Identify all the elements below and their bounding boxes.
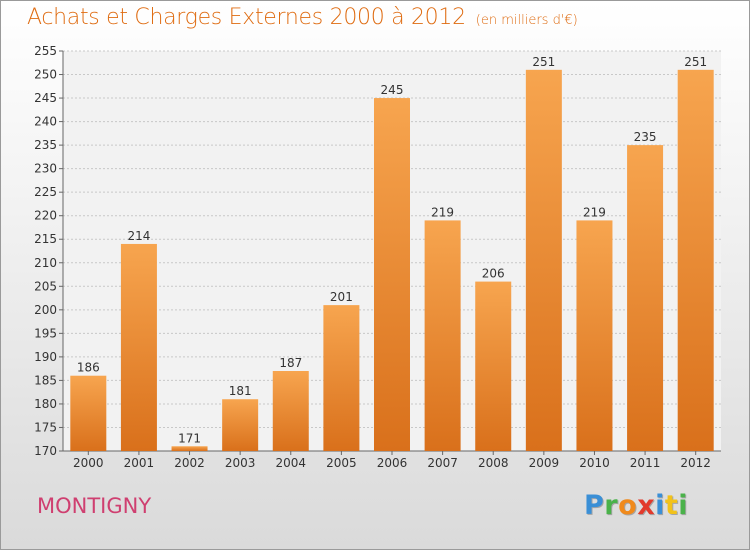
bar-value-label: 201 bbox=[330, 290, 353, 304]
y-tick-label: 235 bbox=[34, 138, 57, 152]
chart-title: Achats et Charges Externes 2000 à 2012 (e… bbox=[27, 5, 578, 30]
x-tick-label: 2012 bbox=[680, 456, 711, 470]
bar bbox=[171, 446, 208, 451]
y-tick-label: 230 bbox=[34, 162, 57, 176]
y-tick-label: 195 bbox=[34, 326, 57, 340]
logo-letter: t bbox=[664, 490, 679, 521]
bar-value-label: 171 bbox=[178, 431, 201, 445]
x-tick-label: 2008 bbox=[478, 456, 509, 470]
bar-value-label: 251 bbox=[532, 55, 555, 69]
logo-letter: i bbox=[678, 490, 689, 521]
logo-letter: i bbox=[655, 490, 665, 521]
x-tick-label: 2007 bbox=[427, 456, 458, 470]
bar bbox=[374, 98, 410, 451]
town-name: MONTIGNY bbox=[37, 494, 152, 518]
bar bbox=[424, 220, 461, 451]
bar-value-label: 235 bbox=[634, 130, 657, 144]
bar-value-label: 251 bbox=[684, 55, 707, 69]
bar-value-label: 206 bbox=[482, 267, 505, 281]
y-tick-label: 250 bbox=[34, 68, 57, 82]
x-tick-label: 2001 bbox=[124, 456, 155, 470]
y-tick-label: 205 bbox=[34, 279, 57, 293]
y-tick-label: 180 bbox=[34, 397, 57, 411]
x-tick-label: 2002 bbox=[174, 456, 205, 470]
chart-unit-label: (en milliers d'€) bbox=[475, 13, 578, 28]
bar bbox=[475, 281, 512, 451]
y-tick-label: 185 bbox=[34, 373, 57, 387]
bar-value-label: 245 bbox=[381, 83, 404, 97]
bar bbox=[627, 145, 664, 451]
proxiti-logo: Proxiti bbox=[584, 490, 688, 521]
y-tick-label: 210 bbox=[34, 256, 57, 270]
y-tick-label: 245 bbox=[34, 91, 57, 105]
x-tick-label: 2011 bbox=[630, 456, 661, 470]
x-tick-label: 2009 bbox=[529, 456, 560, 470]
x-tick-label: 2000 bbox=[73, 456, 104, 470]
bar bbox=[576, 220, 613, 451]
y-tick-label: 255 bbox=[34, 44, 57, 58]
y-tick-label: 240 bbox=[34, 115, 57, 129]
bar bbox=[525, 69, 562, 451]
y-tick-label: 200 bbox=[34, 303, 57, 317]
x-tick-label: 2005 bbox=[326, 456, 357, 470]
bar-value-label: 219 bbox=[583, 205, 606, 219]
x-tick-label: 2006 bbox=[377, 456, 408, 470]
logo-letter: x bbox=[637, 490, 656, 521]
bar bbox=[323, 305, 360, 451]
logo-letter: P bbox=[584, 490, 605, 521]
x-tick-label: 2003 bbox=[225, 456, 256, 470]
bar bbox=[70, 375, 107, 451]
y-tick-label: 170 bbox=[34, 444, 57, 458]
bar bbox=[222, 399, 259, 451]
y-tick-label: 225 bbox=[34, 185, 57, 199]
chart-title-text: Achats et Charges Externes 2000 à 2012 bbox=[27, 5, 466, 30]
bar bbox=[677, 69, 714, 451]
bar bbox=[120, 243, 157, 451]
y-tick-label: 175 bbox=[34, 420, 57, 434]
bar-value-label: 219 bbox=[431, 205, 454, 219]
bar-value-label: 181 bbox=[229, 384, 252, 398]
y-tick-label: 215 bbox=[34, 232, 57, 246]
x-tick-label: 2010 bbox=[579, 456, 610, 470]
y-tick-label: 190 bbox=[34, 350, 57, 364]
bar-value-label: 187 bbox=[279, 356, 302, 370]
x-tick-label: 2004 bbox=[275, 456, 306, 470]
bar bbox=[272, 371, 309, 451]
y-tick-label: 220 bbox=[34, 209, 57, 223]
logo-letter: r bbox=[604, 490, 619, 521]
bar-value-label: 186 bbox=[77, 361, 100, 375]
bar-value-label: 214 bbox=[127, 229, 150, 243]
logo-letter: o bbox=[618, 490, 638, 521]
